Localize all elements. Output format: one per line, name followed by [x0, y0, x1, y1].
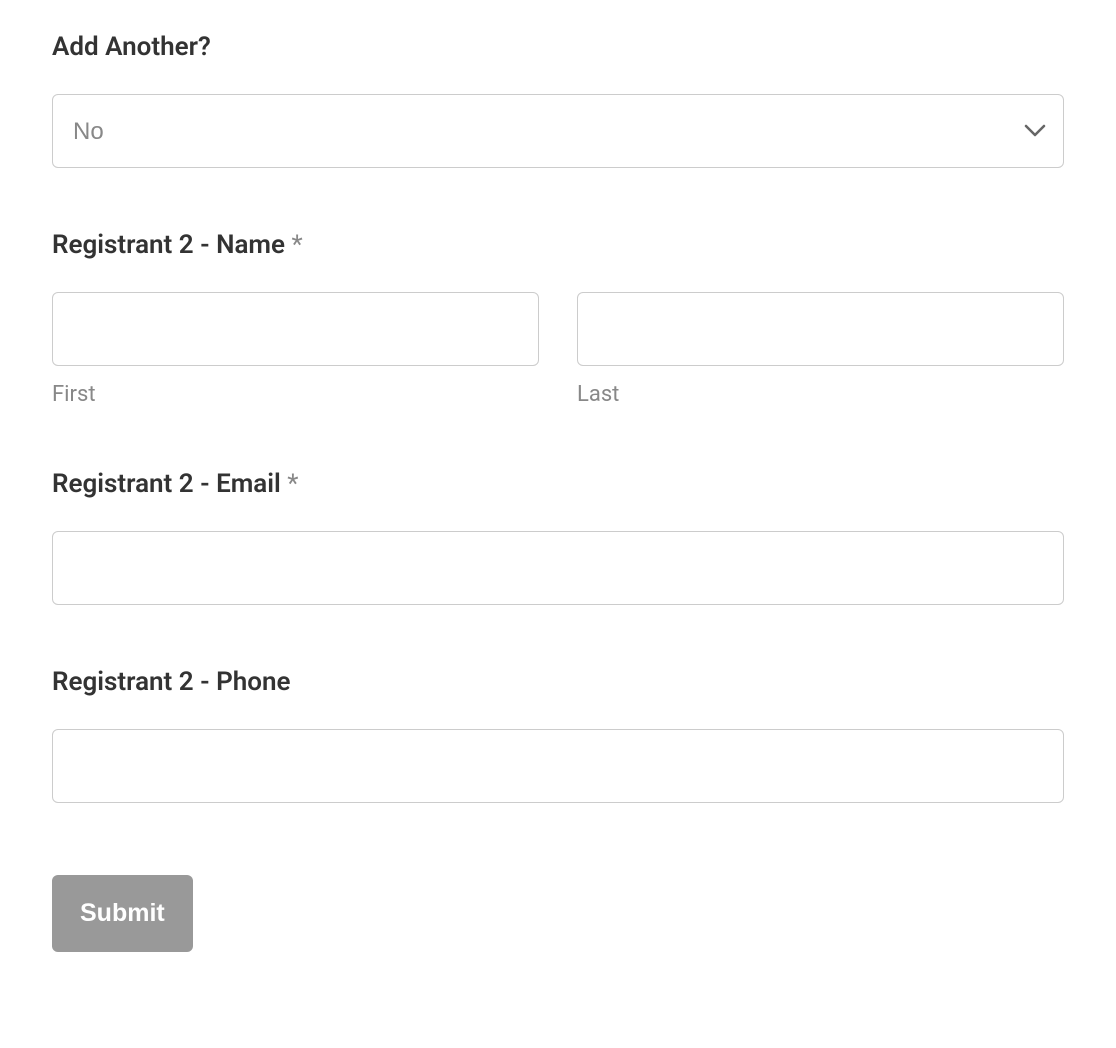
required-asterisk: * [287, 469, 298, 499]
first-name-input[interactable] [52, 292, 539, 366]
last-name-column: Last [577, 292, 1064, 407]
registrant2-name-label: Registrant 2 - Name * [52, 230, 1064, 260]
last-name-sublabel: Last [577, 382, 1064, 407]
submit-button[interactable]: Submit [52, 875, 193, 952]
registrant2-email-group: Registrant 2 - Email * [52, 469, 1064, 605]
registrant2-name-label-text: Registrant 2 - Name [52, 230, 285, 260]
add-another-select[interactable]: No [52, 94, 1064, 168]
last-name-input[interactable] [577, 292, 1064, 366]
registration-form: Add Another? No Registrant 2 - Name * Fi… [52, 32, 1064, 952]
email-input[interactable] [52, 531, 1064, 605]
registrant2-phone-label: Registrant 2 - Phone [52, 667, 1064, 697]
name-row: First Last [52, 292, 1064, 407]
registrant2-email-label: Registrant 2 - Email * [52, 469, 1064, 499]
first-name-sublabel: First [52, 382, 539, 407]
required-asterisk: * [291, 230, 302, 260]
add-another-select-wrapper: No [52, 94, 1064, 168]
first-name-column: First [52, 292, 539, 407]
phone-input[interactable] [52, 729, 1064, 803]
registrant2-name-group: Registrant 2 - Name * First Last [52, 230, 1064, 407]
add-another-group: Add Another? No [52, 32, 1064, 168]
registrant2-phone-group: Registrant 2 - Phone [52, 667, 1064, 803]
add-another-label: Add Another? [52, 32, 1064, 62]
registrant2-email-label-text: Registrant 2 - Email [52, 469, 281, 499]
